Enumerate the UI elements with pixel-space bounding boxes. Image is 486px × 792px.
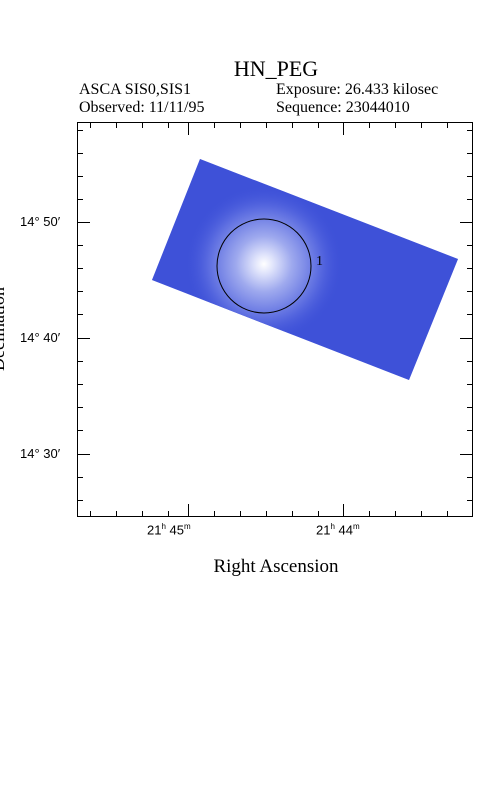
- plot-title: HN_PEG: [233, 56, 319, 81]
- x-tick-label: 21h 45m: [147, 522, 191, 538]
- x-tick-label: 21h 44m: [316, 522, 360, 538]
- sequence-label: Sequence: 23044010: [276, 99, 410, 116]
- y-tick-label: 14° 40′: [20, 330, 61, 345]
- x-axis-label: Right Ascension: [213, 556, 339, 577]
- plot-frame: [77, 122, 473, 517]
- source-region-circle: [216, 218, 312, 314]
- exposure-label: Exposure: 26.433 kilosec: [276, 81, 439, 98]
- source-label: 1: [316, 254, 323, 269]
- y-axis-label: Declination: [0, 287, 8, 371]
- y-tick-label: 14° 30′: [20, 446, 61, 461]
- y-tick-label: 14° 50′: [20, 214, 61, 229]
- instrument-label: ASCA SIS0,SIS1: [79, 81, 192, 98]
- axis-ticks: [77, 122, 473, 517]
- exposure-field: [152, 159, 458, 380]
- observed-label: Observed: 11/11/95: [79, 99, 205, 116]
